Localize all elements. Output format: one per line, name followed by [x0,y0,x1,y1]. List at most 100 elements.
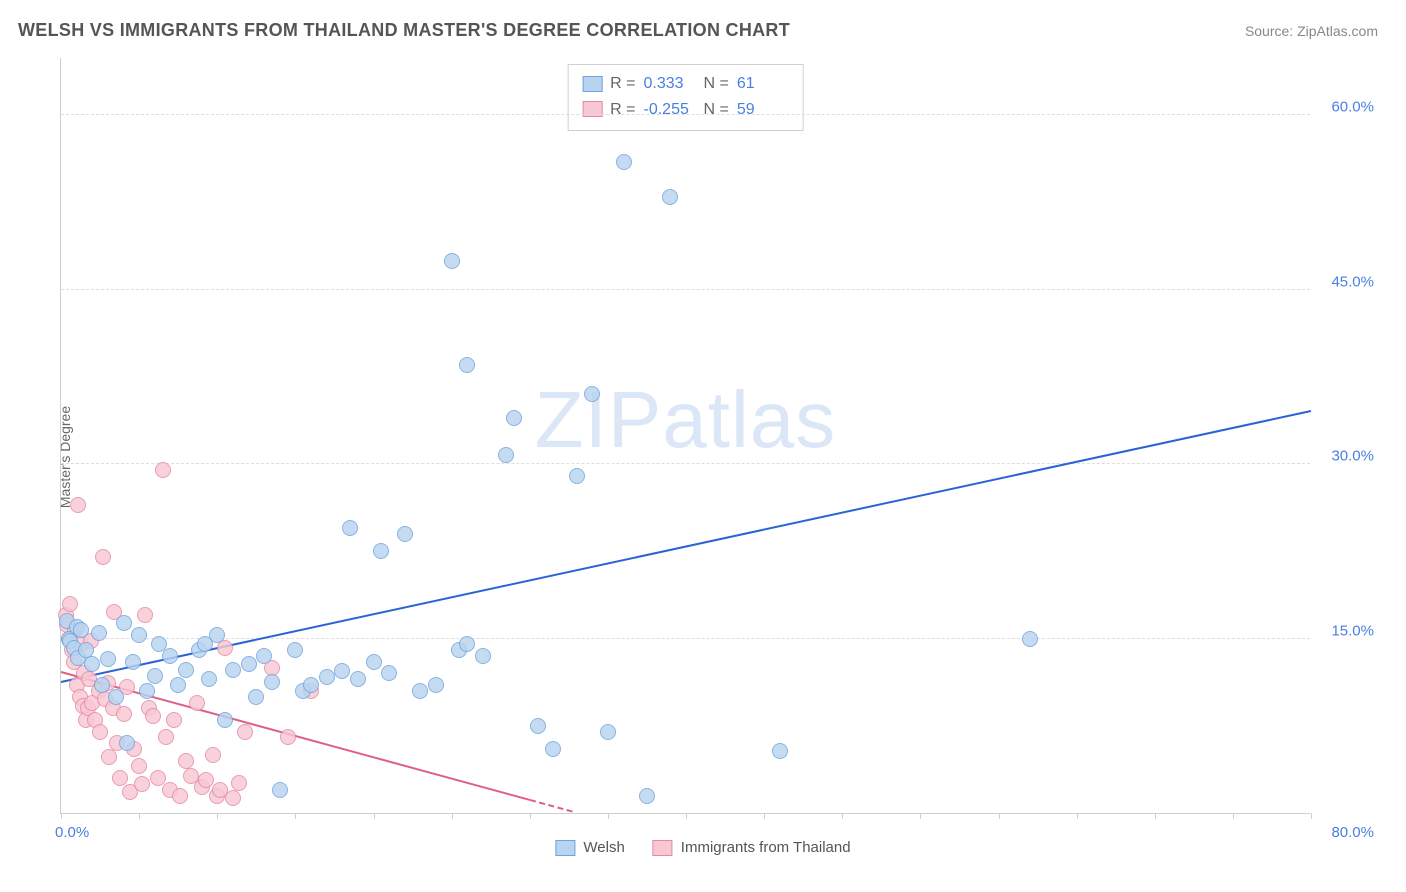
data-point [131,758,147,774]
y-tick-label: 45.0% [1314,273,1374,290]
x-tick [1233,813,1234,819]
data-point [134,776,150,792]
data-point [101,749,117,765]
data-point [237,724,253,740]
regression-line [61,410,1311,683]
n-value-thailand: 59 [737,97,789,123]
gridline [61,114,1310,115]
legend-item-thailand: Immigrants from Thailand [653,839,851,856]
stats-legend-box: R = 0.333 N = 61 R = -0.255 N = 59 [567,64,804,131]
stats-row-thailand: R = -0.255 N = 59 [582,97,789,123]
r-label: R = [610,71,635,97]
data-point [350,671,366,687]
data-point [256,648,272,664]
data-point [334,663,350,679]
x-tick [374,813,375,819]
data-point [73,622,89,638]
legend-label-thailand: Immigrants from Thailand [681,839,851,856]
y-tick-label: 15.0% [1314,622,1374,639]
x-tick [61,813,62,819]
source-label: Source: ZipAtlas.com [1245,23,1378,39]
data-point [91,625,107,641]
data-point [119,735,135,751]
data-point [158,729,174,745]
data-point [116,706,132,722]
data-point [205,747,221,763]
data-point [189,695,205,711]
n-value-welsh: 61 [737,71,789,97]
data-point [600,724,616,740]
data-point [145,708,161,724]
gridline [61,638,1310,639]
x-tick [530,813,531,819]
x-tick [139,813,140,819]
data-point [100,651,116,667]
data-point [444,253,460,269]
data-point [272,782,288,798]
data-point [70,497,86,513]
bottom-legend: Welsh Immigrants from Thailand [555,839,850,856]
data-point [459,636,475,652]
data-point [662,189,678,205]
gridline [61,463,1310,464]
data-point [319,669,335,685]
chart-header: WELSH VS IMMIGRANTS FROM THAILAND MASTER… [0,0,1406,49]
data-point [231,775,247,791]
data-point [412,683,428,699]
data-point [381,665,397,681]
legend-item-welsh: Welsh [555,839,624,856]
y-tick-label: 30.0% [1314,448,1374,465]
data-point [397,526,413,542]
data-point [84,656,100,672]
x-tick [452,813,453,819]
x-tick [608,813,609,819]
legend-label-welsh: Welsh [583,839,624,856]
x-tick [1311,813,1312,819]
data-point [530,718,546,734]
data-point [125,654,141,670]
x-tick [764,813,765,819]
data-point [459,357,475,373]
watermark-part-2: atlas [662,375,836,464]
y-tick-label: 60.0% [1314,99,1374,116]
data-point [280,729,296,745]
r-label-2: R = [610,97,635,123]
n-label: N = [704,71,729,97]
x-tick-label-min: 0.0% [55,824,89,841]
data-point [225,662,241,678]
data-point [170,677,186,693]
data-point [139,683,155,699]
data-point [92,724,108,740]
data-point [116,615,132,631]
data-point [241,656,257,672]
data-point [287,642,303,658]
stats-row-welsh: R = 0.333 N = 61 [582,71,789,97]
chart-title: WELSH VS IMMIGRANTS FROM THAILAND MASTER… [18,20,790,41]
swatch-welsh [582,76,602,92]
x-tick [999,813,1000,819]
x-tick [1155,813,1156,819]
data-point [94,677,110,693]
watermark: ZIPatlas [535,374,836,466]
data-point [172,788,188,804]
data-point [498,447,514,463]
n-label-2: N = [704,97,729,123]
data-point [178,753,194,769]
data-point [569,468,585,484]
x-tick [686,813,687,819]
data-point [584,386,600,402]
data-point [545,741,561,757]
gridline [61,289,1310,290]
data-point [475,648,491,664]
data-point [225,790,241,806]
data-point [155,462,171,478]
data-point [209,627,225,643]
legend-swatch-welsh [555,840,575,856]
r-value-thailand: -0.255 [644,97,696,123]
data-point [248,689,264,705]
data-point [506,410,522,426]
data-point [137,607,153,623]
chart-area: Master's Degree ZIPatlas R = 0.333 N = 6… [18,52,1388,862]
data-point [772,743,788,759]
data-point [639,788,655,804]
